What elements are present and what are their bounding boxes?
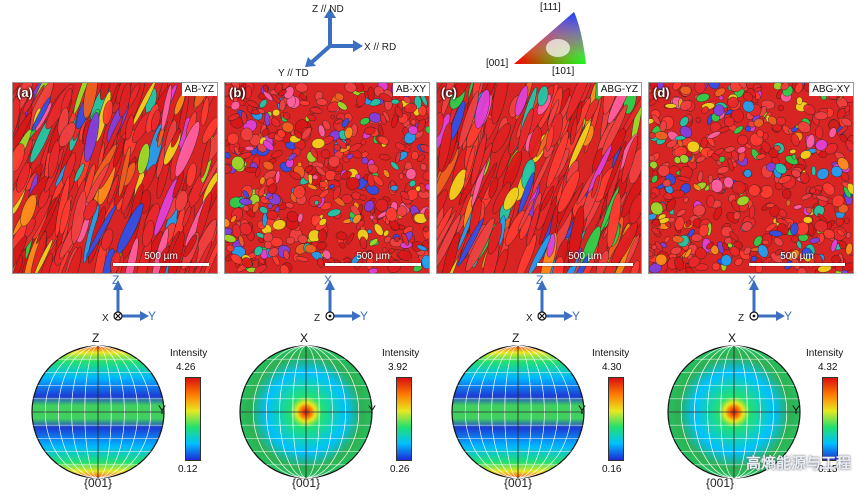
pf-right-label-d: Y	[792, 403, 800, 417]
panel-tag-c: (c)	[441, 85, 457, 100]
watermark: 高熵能源与工程	[745, 455, 851, 472]
panel-tag-b: (b)	[229, 85, 246, 100]
intensity-min-d: 0.15	[818, 464, 838, 475]
pole-figure-group-b: X Y Intensity 3.92 0.26	[214, 328, 428, 499]
pole-figure-c	[451, 345, 585, 479]
panel-tag-a: (a)	[17, 85, 33, 100]
scale-bar-c: 500 µm	[537, 251, 633, 266]
pole-figure-group-d: X Y Intensity 4.32 0.15	[642, 328, 857, 499]
svg-text:Y: Y	[360, 309, 368, 323]
svg-text:Z: Z	[112, 274, 119, 287]
pf-caption-d: {001}	[705, 476, 735, 490]
svg-text:X: X	[526, 313, 533, 324]
panel-label-b: AB-XY	[392, 83, 429, 96]
intensity-max-b: 3.92	[388, 362, 408, 373]
panel-label-d: ABG-XY	[809, 83, 853, 96]
scale-bar-a: 500 µm	[113, 251, 209, 266]
pf-right-label-b: Y	[368, 403, 376, 417]
pf-right-label-c: Y	[578, 403, 586, 417]
svg-text:X: X	[324, 274, 332, 287]
panel-label-c: ABG-YZ	[597, 83, 641, 96]
svg-text:Z: Z	[314, 313, 320, 324]
view-axes-c: Z Y X	[526, 274, 580, 324]
intensity-title-c: Intensity	[592, 348, 630, 359]
colorbar-a	[185, 377, 201, 461]
pf-caption-a: {001}	[83, 476, 113, 490]
axis-x-label: X // RD	[364, 42, 396, 53]
svg-text:X: X	[748, 274, 756, 287]
axis-z-label: Z // ND	[312, 4, 344, 15]
sample-axes-triad: Z // ND X // RD Y // TD	[278, 4, 396, 79]
pf-right-label-a: Y	[158, 403, 166, 417]
colorbar-b	[396, 377, 412, 461]
svg-text:Y: Y	[572, 309, 580, 323]
svg-text:Z: Z	[738, 313, 744, 324]
intensity-max-d: 4.32	[818, 362, 838, 373]
scale-bar-d: 500 µm	[749, 251, 845, 266]
svg-text:Z: Z	[536, 274, 543, 287]
ebsd-map-c: (c) ABG-YZ 500 µm	[436, 82, 642, 274]
svg-text:X: X	[102, 313, 109, 324]
intensity-min-c: 0.16	[602, 464, 622, 475]
panel-tag-d: (d)	[653, 85, 670, 100]
colorbar-c	[608, 377, 624, 461]
scale-bar-b: 500 µm	[325, 251, 421, 266]
axis-y-label: Y // TD	[278, 68, 309, 79]
svg-text:Y: Y	[148, 309, 156, 323]
view-axes-b: X Y Z	[314, 274, 368, 324]
intensity-title-b: Intensity	[382, 348, 420, 359]
view-axes-a: Z Y X	[102, 274, 156, 324]
intensity-min-a: 0.12	[178, 464, 198, 475]
pf-top-label-b: X	[300, 331, 308, 345]
colorbar-d	[822, 377, 838, 461]
pf-caption-b: {001}	[291, 476, 321, 490]
pole-figure-a	[31, 345, 165, 479]
pole-figure-d	[667, 345, 801, 479]
ipf-key-111: [111]	[540, 2, 561, 13]
pole-figure-group-a: Z Y Intensity 4.26 0.12	[0, 328, 214, 499]
pole-figure-group-c: Z Y Intensity 4.30 0.16	[428, 328, 642, 499]
pf-top-label-d: X	[728, 331, 736, 345]
ebsd-map-b: (b) AB-XY 500 µm	[224, 82, 430, 274]
panel-label-a: AB-YZ	[181, 83, 217, 96]
intensity-title-a: Intensity	[170, 348, 208, 359]
view-axes-d: X Y Z	[738, 274, 792, 324]
ipf-key-001: [001]	[486, 58, 509, 69]
ipf-key-101: [101]	[552, 66, 575, 77]
pf-top-label-a: Z	[92, 331, 99, 345]
ebsd-map-d: (d) ABG-XY 500 µm	[648, 82, 854, 274]
intensity-title-d: Intensity	[806, 348, 844, 359]
svg-text:Y: Y	[784, 309, 792, 323]
intensity-max-c: 4.30	[602, 362, 622, 373]
pf-caption-c: {001}	[503, 476, 533, 490]
pf-top-label-c: Z	[512, 331, 519, 345]
ebsd-map-a: (a) AB-YZ 500 µm	[12, 82, 218, 274]
ipf-color-key	[514, 12, 586, 64]
pole-figure-b	[239, 345, 373, 479]
intensity-max-a: 4.26	[176, 362, 196, 373]
intensity-min-b: 0.26	[390, 464, 410, 475]
